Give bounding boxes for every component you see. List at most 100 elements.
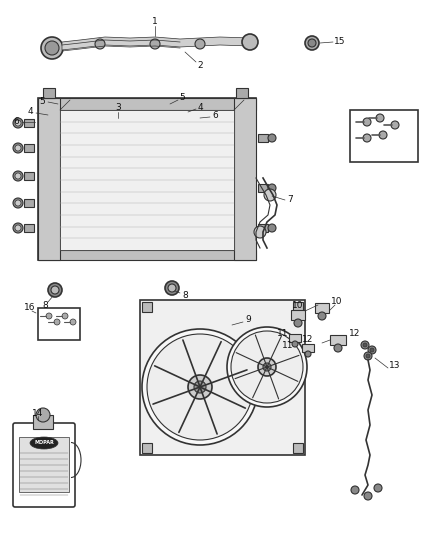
Circle shape (305, 36, 319, 50)
Text: 11: 11 (277, 328, 289, 337)
Text: 10: 10 (331, 297, 343, 306)
Circle shape (15, 173, 21, 179)
Text: 14: 14 (32, 408, 44, 417)
Circle shape (366, 354, 370, 358)
Circle shape (15, 225, 21, 231)
Circle shape (188, 375, 212, 399)
Circle shape (227, 327, 307, 407)
Circle shape (231, 331, 303, 403)
FancyBboxPatch shape (13, 423, 75, 507)
Text: 8: 8 (42, 301, 48, 310)
Bar (24, 172, 34, 180)
Bar (258, 184, 268, 192)
Text: 3: 3 (115, 102, 121, 111)
Circle shape (364, 352, 372, 360)
Circle shape (368, 346, 376, 354)
Bar (38, 308, 80, 340)
Circle shape (351, 486, 359, 494)
Circle shape (41, 37, 63, 59)
Bar (38, 98, 256, 260)
Circle shape (268, 134, 276, 142)
Circle shape (305, 351, 311, 357)
Circle shape (165, 281, 179, 295)
Circle shape (147, 334, 253, 440)
Bar (330, 335, 346, 345)
Text: 6: 6 (13, 117, 19, 126)
Circle shape (54, 319, 60, 325)
Circle shape (36, 408, 50, 422)
Circle shape (45, 41, 59, 55)
Text: 2: 2 (197, 61, 203, 70)
Circle shape (379, 131, 387, 139)
Bar (24, 224, 34, 232)
Text: 12: 12 (302, 335, 314, 344)
Text: 7: 7 (287, 196, 293, 205)
Text: 4: 4 (197, 102, 203, 111)
Bar (315, 303, 329, 313)
Circle shape (294, 319, 302, 327)
Text: 4: 4 (27, 108, 33, 117)
Bar (38, 250, 256, 260)
Circle shape (268, 224, 276, 232)
Circle shape (292, 341, 298, 347)
Circle shape (15, 145, 21, 151)
Circle shape (363, 118, 371, 126)
Circle shape (254, 226, 266, 238)
Bar (289, 334, 301, 342)
Circle shape (363, 134, 371, 142)
Circle shape (195, 39, 205, 49)
Circle shape (376, 114, 384, 122)
Text: 8: 8 (182, 290, 188, 300)
Bar (140, 300, 305, 455)
Bar (293, 443, 303, 453)
Circle shape (70, 319, 76, 325)
Circle shape (13, 171, 23, 181)
Circle shape (258, 358, 276, 376)
Bar (258, 134, 268, 142)
Bar (258, 224, 268, 232)
Bar (302, 344, 314, 352)
Circle shape (95, 39, 105, 49)
Text: 9: 9 (245, 316, 251, 325)
Circle shape (363, 343, 367, 347)
Bar (234, 98, 256, 260)
Bar (38, 98, 256, 110)
Circle shape (168, 284, 176, 292)
Circle shape (391, 121, 399, 129)
Circle shape (142, 329, 258, 445)
Bar (350, 110, 418, 162)
Text: 10: 10 (292, 301, 304, 310)
Circle shape (242, 34, 258, 50)
Circle shape (364, 492, 372, 500)
Circle shape (308, 39, 316, 47)
Circle shape (361, 341, 369, 349)
Bar (293, 302, 303, 312)
Circle shape (48, 283, 62, 297)
Text: 5: 5 (179, 93, 185, 101)
Bar (24, 119, 34, 127)
Circle shape (13, 118, 23, 128)
Text: 6: 6 (212, 111, 218, 120)
Polygon shape (62, 37, 250, 50)
Circle shape (374, 484, 382, 492)
Bar (38, 98, 60, 260)
Bar (236, 88, 248, 98)
Circle shape (194, 381, 206, 393)
Circle shape (13, 143, 23, 153)
Bar (60, 110, 234, 250)
Circle shape (264, 189, 276, 201)
Circle shape (51, 286, 59, 294)
Text: 13: 13 (389, 360, 401, 369)
Circle shape (46, 313, 52, 319)
Text: 1: 1 (152, 17, 158, 26)
Circle shape (318, 312, 326, 320)
Text: 11: 11 (282, 341, 294, 350)
Circle shape (15, 200, 21, 206)
Text: 16: 16 (24, 303, 36, 312)
Ellipse shape (30, 437, 58, 449)
Circle shape (62, 313, 68, 319)
Text: 5: 5 (39, 96, 45, 106)
Bar (142, 302, 152, 312)
Circle shape (370, 348, 374, 352)
Circle shape (150, 39, 160, 49)
